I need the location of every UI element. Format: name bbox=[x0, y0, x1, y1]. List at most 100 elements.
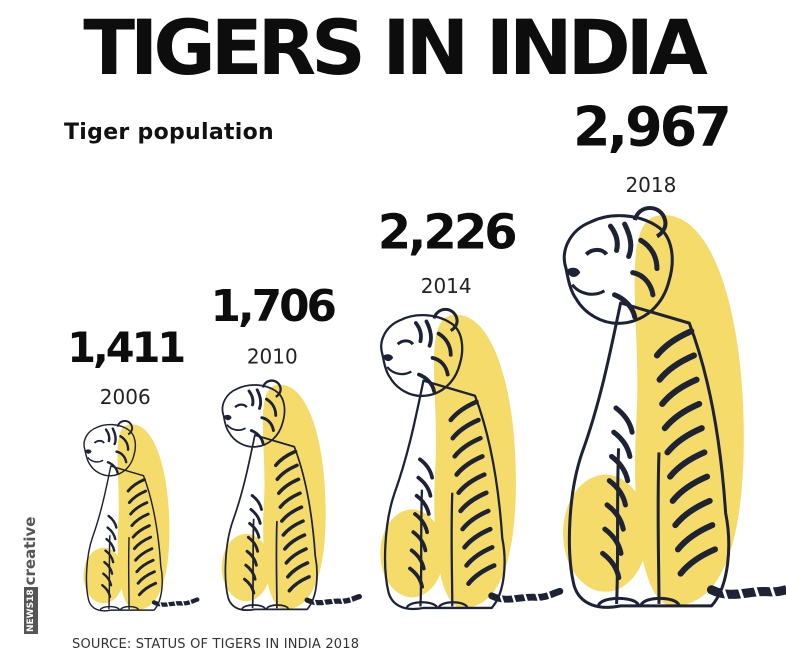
tiger-face-stripe bbox=[612, 292, 638, 320]
tiger-body-stripe bbox=[126, 478, 146, 493]
tiger-body-stripe bbox=[466, 563, 497, 586]
tiger-front-legs bbox=[615, 448, 661, 604]
tiger-paws bbox=[99, 605, 140, 611]
tiger-body-stripe bbox=[413, 512, 429, 535]
source-note: SOURCE: STATUS OF TIGERS IN INDIA 2018 bbox=[72, 637, 360, 652]
tiger-eye bbox=[234, 403, 248, 409]
tiger-body-stripe bbox=[454, 454, 485, 477]
tiger-body-stripe bbox=[244, 563, 257, 581]
tiger-face-stripe bbox=[424, 319, 433, 348]
tiger-body-stripe bbox=[137, 581, 158, 597]
tiger-body-stripe bbox=[243, 577, 256, 595]
tiger-mark-2010 bbox=[221, 379, 362, 612]
tiger-body-stripe bbox=[104, 549, 115, 564]
tiger-tail-stripe bbox=[165, 599, 171, 609]
tiger-body-stripe bbox=[275, 463, 299, 482]
tiger-face-stripe bbox=[413, 321, 423, 344]
tiger-mouth bbox=[570, 283, 606, 296]
brand-wordmark: NEWS18creative bbox=[20, 517, 40, 634]
tiger-face-stripe bbox=[622, 221, 634, 259]
tiger-body-stripe bbox=[131, 524, 151, 539]
tiger-face-stripe bbox=[111, 427, 117, 446]
tiger-eye bbox=[93, 439, 105, 444]
tiger-body-stripe bbox=[248, 521, 261, 539]
year-label-2014: 2014 bbox=[421, 274, 472, 298]
tiger-paws bbox=[405, 601, 469, 609]
tiger-body-stripe bbox=[106, 526, 117, 541]
tiger-ear bbox=[116, 419, 134, 436]
tiger-face-stripe bbox=[255, 388, 263, 410]
tiger-mouth bbox=[87, 456, 104, 463]
tiger-mouth bbox=[226, 424, 247, 431]
tiger-tail-stripe bbox=[768, 583, 778, 603]
tiger-highlight-base bbox=[380, 509, 444, 598]
tiger-body-stripe bbox=[608, 453, 631, 484]
tiger-body-stripe bbox=[283, 533, 307, 551]
tiger-body-stripe bbox=[414, 493, 431, 516]
tiger-body-stripe bbox=[280, 505, 304, 523]
tiger-face-stripe bbox=[638, 237, 660, 272]
year-label-2006: 2006 bbox=[100, 385, 151, 409]
tiger-body-stripe bbox=[281, 519, 305, 537]
tiger-body-stripe bbox=[134, 547, 154, 562]
tiger-mark-2006 bbox=[83, 419, 200, 612]
tiger-body-stripe bbox=[278, 491, 302, 509]
tiger-body-stripe bbox=[458, 490, 489, 514]
year-label-2010: 2010 bbox=[247, 345, 298, 369]
tiger-body-stripe bbox=[450, 417, 481, 441]
tiger-face-stripe bbox=[417, 372, 436, 394]
tiger-tail bbox=[488, 587, 564, 603]
news18-creative-logo: NEWS18creative bbox=[20, 517, 40, 635]
tiger-body-stripe bbox=[456, 472, 487, 496]
tiger-nose bbox=[223, 414, 232, 421]
tiger-body-stripe bbox=[674, 522, 716, 553]
tiger-body-stripe bbox=[448, 399, 479, 423]
tiger-body-stripe bbox=[604, 502, 626, 532]
tiger-nose bbox=[382, 354, 394, 362]
tiger-body-stripe bbox=[101, 583, 112, 598]
tiger-body-stripe bbox=[452, 435, 483, 459]
tiger-tail bbox=[706, 584, 786, 599]
value-label-2014: 2,226 bbox=[378, 205, 515, 261]
tiger-body-stripe bbox=[653, 328, 695, 359]
tiger-body-stripe bbox=[669, 473, 711, 504]
tiger-tail bbox=[151, 597, 200, 607]
tiger-body-stripe bbox=[409, 548, 426, 571]
tiger-body-stripe bbox=[462, 526, 493, 550]
tiger-tail-stripe bbox=[522, 590, 530, 606]
tiger-tail-stripe bbox=[510, 590, 517, 606]
tiger-highlight-base bbox=[563, 474, 648, 592]
tiger-mark-2018 bbox=[562, 205, 786, 609]
tiger-body bbox=[383, 379, 506, 611]
tiger-body-stripe bbox=[659, 376, 700, 407]
tiger-head bbox=[380, 314, 464, 397]
tiger-eye bbox=[584, 247, 609, 256]
tiger-body-stripe bbox=[135, 558, 155, 574]
tiger-body-stripe bbox=[277, 477, 301, 495]
year-label-2018: 2018 bbox=[625, 173, 676, 197]
tiger-body-stripe bbox=[677, 546, 718, 577]
tiger-body-stripe bbox=[250, 494, 263, 511]
tiger-tail-stripe bbox=[349, 596, 355, 608]
tiger-body-stripe bbox=[274, 449, 298, 468]
tiger-body-stripe bbox=[102, 572, 113, 587]
tiger-tail-stripe bbox=[181, 599, 186, 609]
tiger-tail-stripe bbox=[330, 596, 336, 608]
tiger-body-stripe bbox=[129, 501, 149, 516]
tiger-mark-2014 bbox=[380, 307, 564, 611]
tiger-tail-stripe bbox=[339, 596, 346, 608]
tiger-body-stripe bbox=[656, 352, 697, 383]
tiger-highlight-base bbox=[221, 533, 271, 602]
brand-badge: NEWS18 bbox=[23, 587, 38, 634]
tiger-body-stripe bbox=[418, 457, 434, 480]
tiger-paws bbox=[241, 604, 290, 610]
tiger-mouth bbox=[386, 366, 412, 376]
tiger-body-stripe bbox=[606, 478, 628, 508]
tiger-face-stripe bbox=[115, 450, 128, 464]
tiger-body-stripe bbox=[105, 537, 116, 552]
tiger-body-stripe bbox=[600, 550, 622, 581]
tiger-head bbox=[83, 423, 137, 477]
tiger-body-stripe bbox=[416, 475, 433, 498]
tiger-nose bbox=[84, 449, 92, 454]
